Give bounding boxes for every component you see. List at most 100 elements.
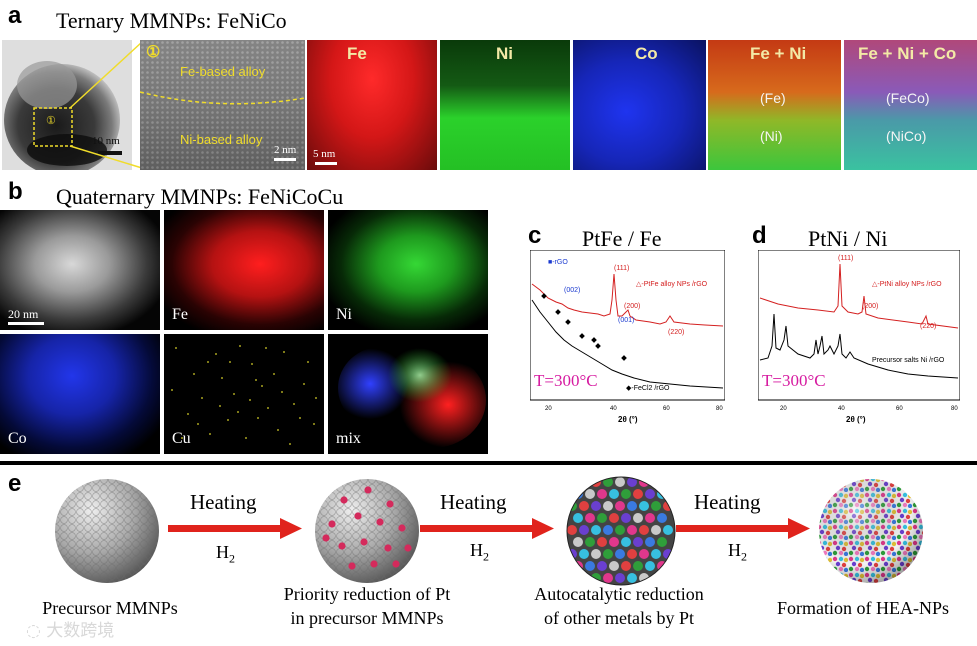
mix-map-b-label: mix [336,430,361,447]
xrd-d-xlabel: 2θ (°) [846,415,866,424]
xrd-c-svg: ◆-FeCl2 /rGO ■-rGO (002) (111) △-PtFe al… [529,249,726,424]
h2-label-3: H2 [728,540,747,564]
hrtem-box-number: ① [146,44,161,61]
mix-blend-graphic [328,334,488,454]
autocatalytic-sphere [566,476,676,586]
panel-d-title: PtNi / Ni [808,226,888,251]
zoom-connector-lines [69,41,143,169]
haadf-image: 20 nm [0,210,160,330]
panel-a-letter: a [8,2,22,29]
co-map-b-label: Co [8,430,27,447]
precursor-sphere [55,479,159,583]
fe-ni-top-label: (Fe) [760,90,786,106]
ni-map-a: Ni [440,40,570,170]
xrd-d-legend-black: Precursor salts Ni /rGO [872,357,945,364]
fe-ni-co-map-a: Fe + Ni + Co (FeCo) (NiCo) [844,40,977,170]
map-scale-label: 5 nm [313,148,336,160]
ni-map-b-label: Ni [336,306,352,323]
xrd-c-tick-20: 20 [545,406,552,412]
xrd-c-temperature: T=300°C [534,371,598,390]
heating-label-2: Heating [440,490,507,514]
section-divider [0,461,977,465]
heating-arrow-1 [168,518,302,539]
hrtem-image: ① Fe-based alloy Ni-based alloy 2 nm [140,40,305,170]
panel-c-letter: c [528,222,542,249]
xrd-d-temperature: T=300°C [762,371,826,390]
xrd-d-tick-20: 20 [780,406,787,412]
panel-c-title: PtFe / Fe [582,226,662,251]
heating-label-3: Heating [694,490,761,514]
co-map-b: Co [0,334,160,454]
haadf-scale-label: 20 nm [8,307,39,321]
heating-arrow-2 [420,518,554,539]
hrtem-scale-label: 2 nm [274,144,297,156]
xrd-d-legend-red: △-PtNi alloy NPs /rGO [872,281,942,288]
step-label-autocatalytic-line1: Autocatalytic reduction [534,584,704,604]
co-map-a: Co [573,40,706,170]
ni-map-b: Ni [328,210,488,330]
h2-label-1: H2 [216,542,235,566]
h2-label-2: H2 [470,540,489,564]
tem-box-number: ① [46,115,56,127]
xrd-c-peak-001: (001) [618,317,634,324]
haadf-scale-bar [8,322,44,325]
fe-ni-map-a: Fe + Ni (Fe) (Ni) [708,40,841,170]
fe-map-b: Fe [164,210,324,330]
watermark-logo: ◌ 大数跨境 [26,616,114,641]
ni-map-a-label: Ni [496,44,513,63]
xrd-c-peak-002: (002) [564,287,580,294]
priority-reduction-sphere [315,479,419,583]
heating-arrow-3 [676,518,810,539]
cu-dots-graphic [171,345,317,445]
xrd-c-tick-80: 80 [716,406,723,412]
xrd-c-legend-red: △-PtFe alloy NPs /rGO [636,281,708,288]
step-label-priority-line2: in precursor MMNPs [290,608,444,628]
xrd-c-peak-220: (220) [668,329,684,336]
step-label-priority-line1: Priority reduction of Pt [283,584,451,604]
xrd-plot-c: ◆-FeCl2 /rGO ■-rGO (002) (111) △-PtFe al… [529,249,726,424]
xrd-d-tick-40: 40 [838,406,845,412]
fe-ni-co-bottom-label: (NiCo) [886,128,927,144]
fe-ni-co-map-label: Fe + Ni + Co [858,44,957,63]
step-label-hea: Formation of HEA-NPs [777,598,949,618]
fe-ni-map-label: Fe + Ni [750,44,807,63]
panel-d-letter: d [752,222,767,249]
xrd-d-svg: (111) △-PtNi alloy NPs /rGO (200) (220) … [757,249,961,424]
xrd-d-peak-200: (200) [862,303,878,310]
fe-map-a: Fe 5 nm [307,40,437,170]
panel-b-title: Quaternary MMNPs: FeNiCoCu [56,184,344,209]
watermark-text: 大数跨境 [46,621,115,641]
mix-map-b: mix [328,334,488,454]
map-scale-bar [315,162,337,165]
xrd-d-tick-60: 60 [896,406,903,412]
cu-map-b: Cu [164,334,324,454]
xrd-c-xlabel: 2θ (°) [618,415,638,424]
step-label-precursor: Precursor MMNPs [42,598,178,618]
xrd-c-peak-111: (111) [614,265,629,272]
panel-e-letter: e [8,470,22,497]
fe-map-a-label: Fe [347,44,367,63]
cu-map-b-label: Cu [172,430,191,447]
tem-scale-label: 10 nm [92,135,120,147]
co-map-a-label: Co [635,44,658,63]
xrd-c-tick-40: 40 [610,406,617,412]
ni-based-alloy-label: Ni-based alloy [180,132,263,147]
tem-particle-graphic: ① 10 nm [2,40,132,170]
fe-ni-bottom-label: (Ni) [760,128,783,144]
fe-based-alloy-label: Fe-based alloy [180,64,266,79]
xrd-c-legend-black: ◆-FeCl2 /rGO [626,385,670,392]
fe-ni-co-top-label: (FeCo) [886,90,930,106]
xrd-d-tick-80: 80 [951,406,958,412]
panel-b-letter: b [8,178,23,205]
step-label-autocatalytic-line2: of other metals by Pt [544,608,694,628]
panel-a-title: Ternary MMNPs: FeNiCo [56,8,287,33]
heating-label-1: Heating [190,490,257,514]
xrd-c-tick-60: 60 [663,406,670,412]
watermark-icon: ◌ [26,621,41,641]
xrd-c-legend-rgo: ■-rGO [548,259,568,266]
xrd-c-peak-200: (200) [624,303,640,310]
xrd-plot-d: (111) △-PtNi alloy NPs /rGO (200) (220) … [757,249,961,424]
xrd-d-peak-220: (220) [920,323,936,330]
tem-overview-image: ① 10 nm [2,40,132,170]
hea-np-sphere [819,479,923,583]
